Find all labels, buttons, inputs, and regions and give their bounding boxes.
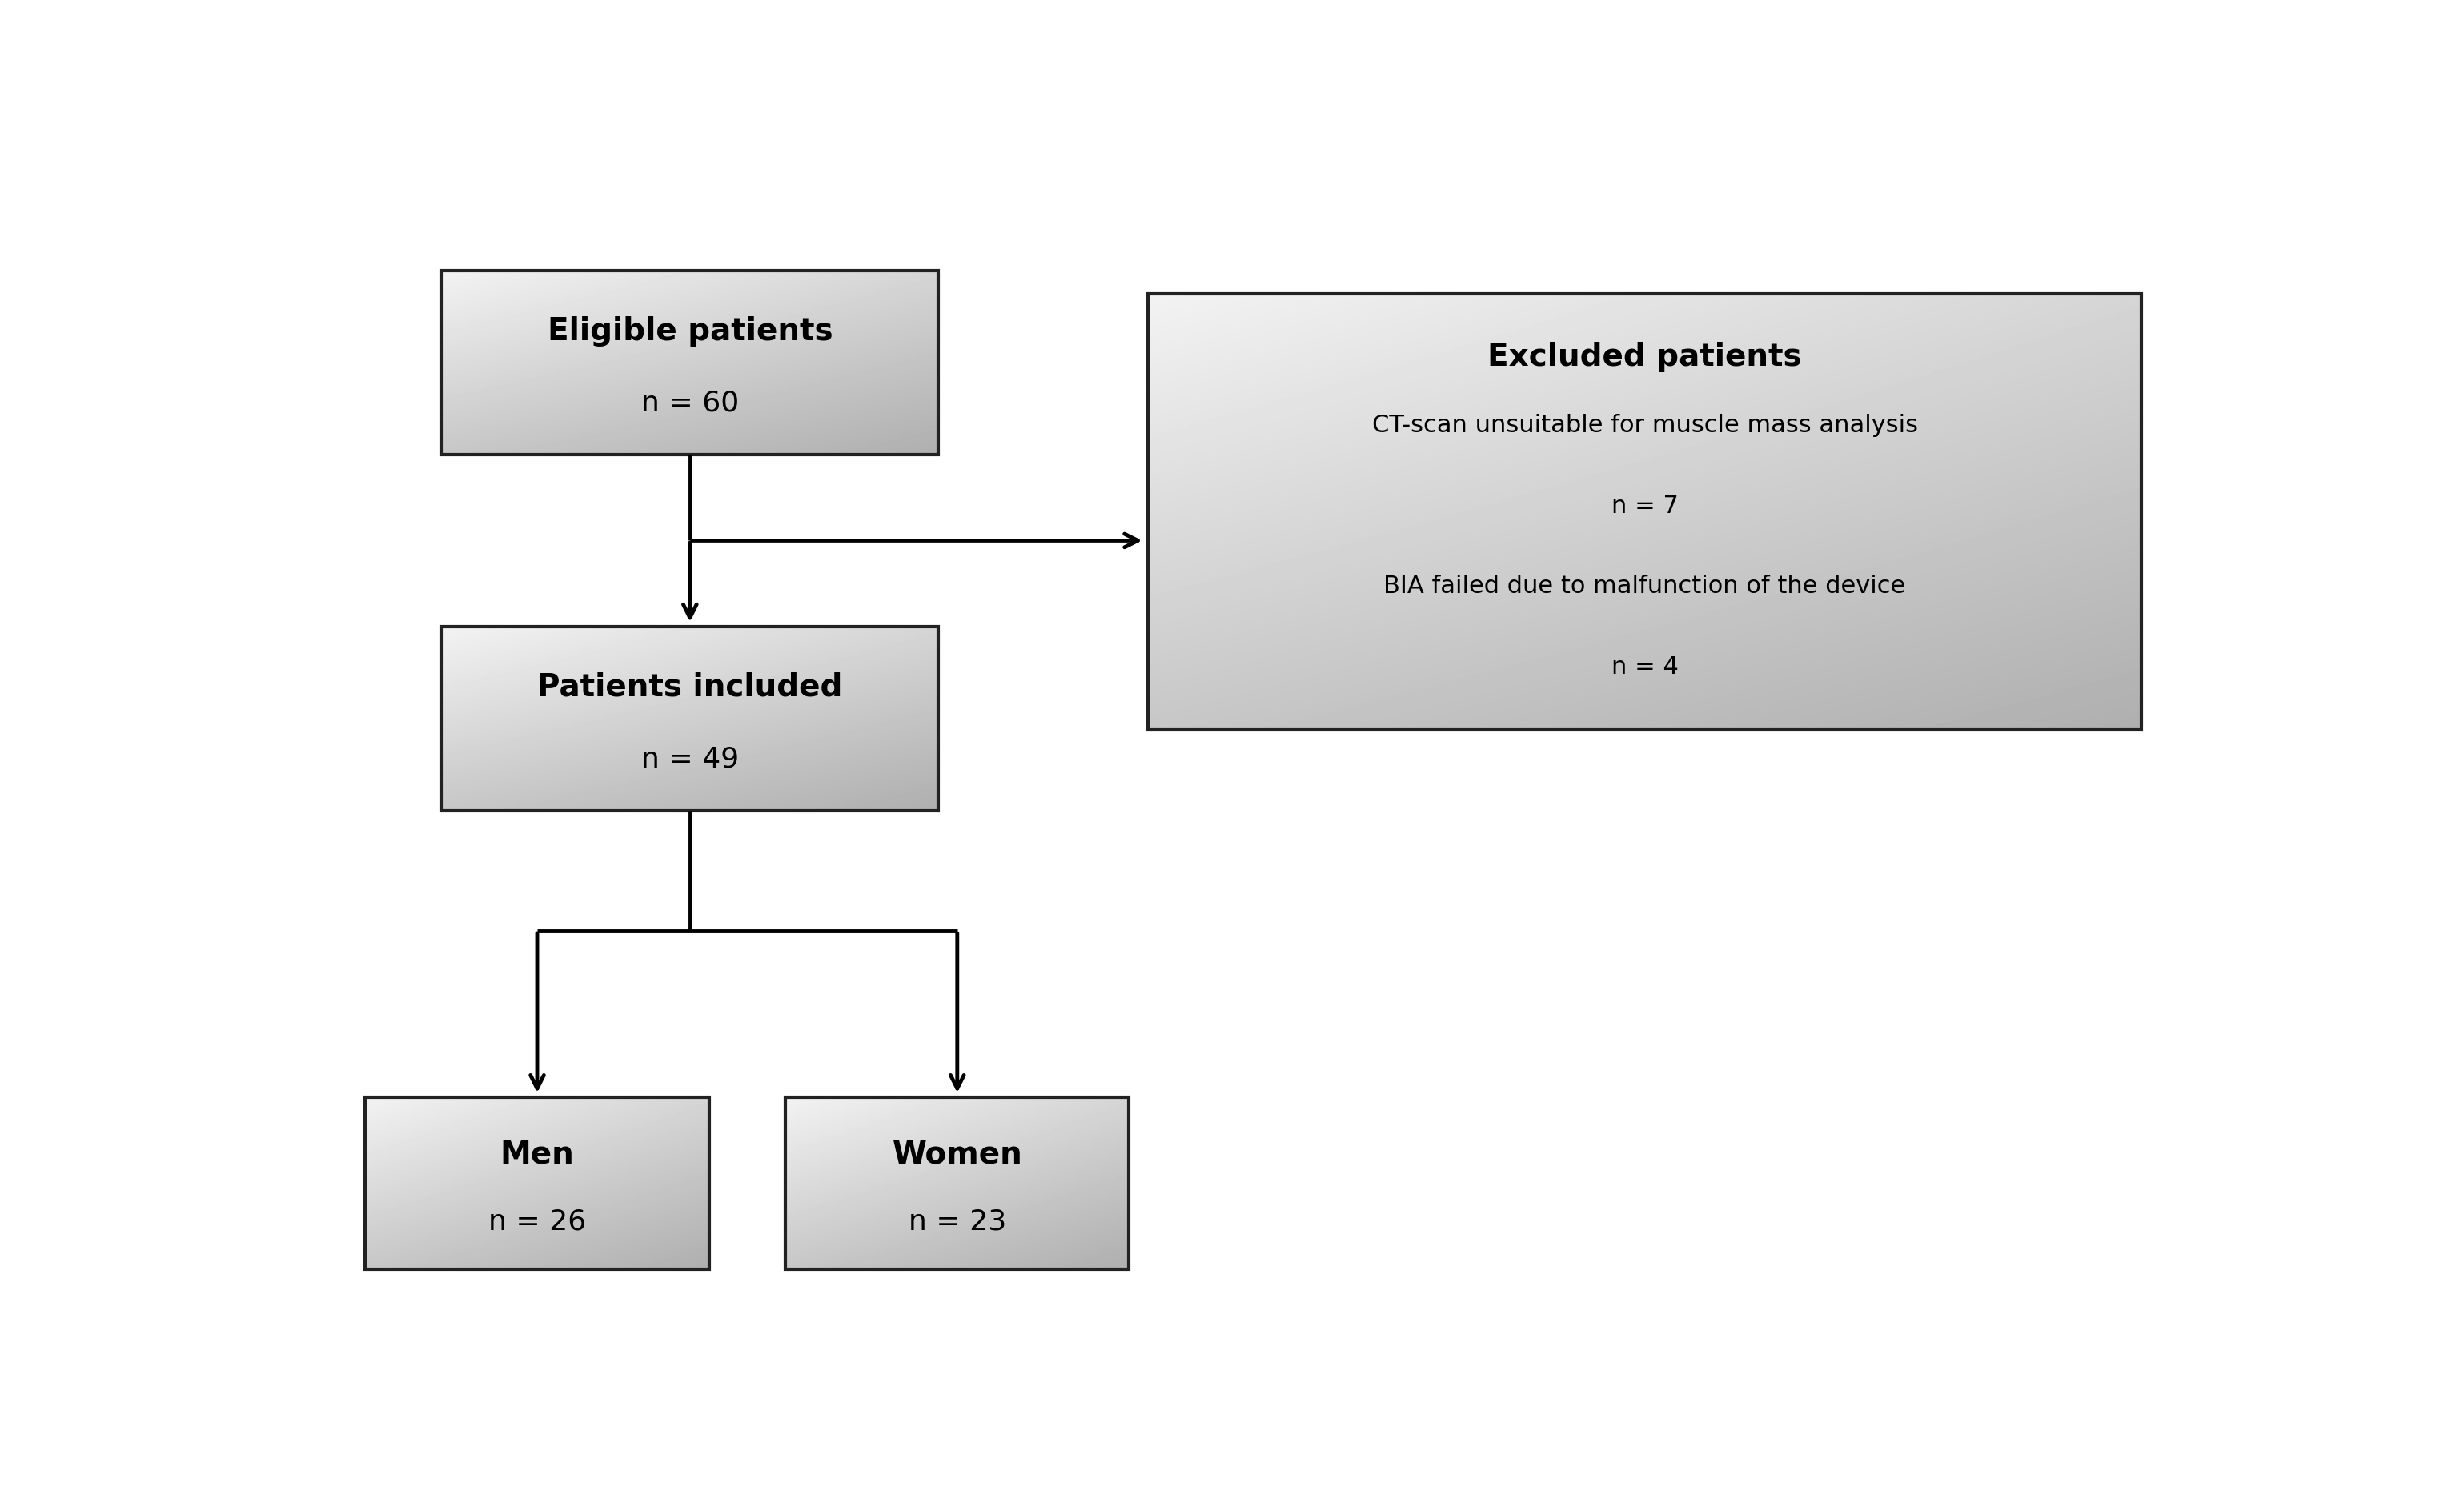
Text: BIA failed due to malfunction of the device: BIA failed due to malfunction of the dev… [1385,576,1905,598]
Bar [786,1097,1129,1270]
Text: n = 7: n = 7 [1611,495,1678,517]
Text: n = 60: n = 60 [641,389,739,416]
Text: Women: Women [892,1139,1023,1169]
Bar [441,271,939,455]
Bar [365,1097,710,1270]
Bar [1148,294,2141,731]
Text: Men: Men [500,1139,574,1169]
Text: n = 4: n = 4 [1611,655,1678,678]
Text: Patients included: Patients included [537,672,843,702]
Text: n = 23: n = 23 [909,1208,1005,1235]
Text: CT-scan unsuitable for muscle mass analysis: CT-scan unsuitable for muscle mass analy… [1372,414,1917,437]
Text: Excluded patients: Excluded patients [1488,341,1801,373]
Text: Eligible patients: Eligible patients [547,316,833,346]
Text: n = 26: n = 26 [488,1208,586,1235]
Bar [441,626,939,811]
Text: n = 49: n = 49 [641,746,739,772]
